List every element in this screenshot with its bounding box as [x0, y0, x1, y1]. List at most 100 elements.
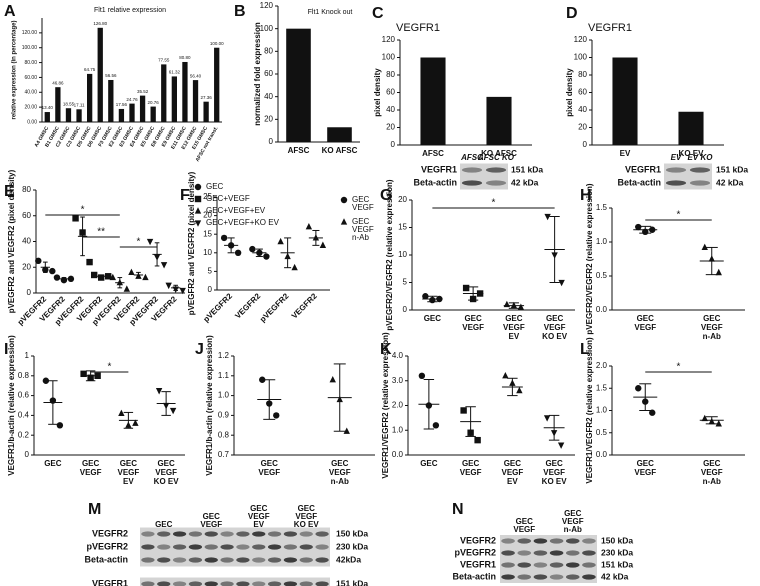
band: [665, 180, 687, 186]
value-label: 17.56: [116, 102, 128, 107]
y-axis-label: VEGFR1/VEGFR2 (relative expression): [585, 337, 594, 484]
panel-letter: L: [580, 341, 590, 358]
blot-strip: [140, 553, 330, 567]
band: [252, 581, 266, 586]
band: [204, 557, 218, 563]
x-tick-label-line: VEGF: [543, 468, 565, 477]
lane-header-line: GEC: [298, 504, 316, 513]
row-label: Beta-actin: [413, 177, 457, 187]
x-tick-label: GEC VEGF EV: [117, 459, 139, 486]
data-point: [118, 409, 125, 417]
x-tick-label-line: VEGF: [462, 323, 484, 332]
panel-letter: C: [372, 5, 384, 22]
size-label: 151 kDa: [336, 578, 368, 586]
chart-title: VEGFR1: [396, 22, 440, 34]
x-tick-label: GEC VEGF EV: [503, 314, 525, 341]
blot-strip: [460, 176, 508, 190]
band: [582, 574, 596, 580]
x-tick-label: GEC: [424, 314, 442, 323]
y-tick-label: 100: [260, 24, 274, 33]
y-tick-label: 20: [203, 211, 212, 220]
y-tick-label: 0: [25, 450, 30, 459]
lane-header-line: GEC: [155, 520, 173, 529]
size-label: 151 kDa: [511, 164, 543, 174]
bar: [118, 108, 125, 122]
y-tick-label: 60: [386, 88, 395, 97]
band: [188, 581, 203, 586]
size-label: 150 kDa: [336, 528, 368, 538]
bar: [678, 111, 704, 145]
y-tick-label: 15: [398, 223, 407, 232]
x-tick-label-line: KO EV: [542, 477, 568, 486]
band: [517, 538, 532, 544]
band: [501, 574, 515, 580]
data-point: [319, 241, 327, 248]
data-point: [516, 386, 523, 394]
significance-label: *: [677, 210, 681, 221]
value-label: 13.40: [42, 105, 54, 110]
panel-letter: D: [566, 5, 578, 22]
value-label: 20.76: [148, 100, 160, 105]
y-tick-label: 0.4: [18, 411, 30, 420]
bar: [420, 57, 446, 145]
band: [461, 180, 483, 186]
significance-label: **: [97, 227, 105, 238]
y-axis-label: pixel density: [373, 68, 382, 117]
band: [220, 557, 234, 563]
blot-strip: [140, 527, 330, 541]
x-tick-label: GEC VEGF n-Ab: [701, 314, 723, 341]
band: [689, 167, 711, 173]
row-label: VEGFR1: [625, 164, 661, 174]
x-tick-label: AFSC: [422, 149, 444, 158]
x-tick-label-line: VEGF: [701, 468, 723, 477]
y-tick-label: 1.5: [596, 383, 608, 392]
data-point: [517, 303, 525, 310]
y-tick-label: 5: [403, 278, 408, 287]
lane-header: GEC VEGF EV: [248, 504, 270, 529]
y-tick-label: 100: [382, 53, 396, 62]
y-tick-label: 1.1: [218, 371, 230, 380]
lane-header: AFSC KO: [477, 153, 515, 162]
lane-header: GEC VEGF: [200, 512, 222, 529]
y-tick-label: 1.0: [218, 391, 230, 400]
size-label: 150 kDa: [601, 535, 633, 545]
data-point: [67, 275, 75, 283]
y-axis-label: relative expression (in percentage): [12, 20, 18, 119]
data-point: [460, 407, 467, 414]
x-tick-label-line: n-Ab: [703, 477, 721, 486]
band: [220, 531, 234, 537]
y-tick-label: 20: [398, 195, 407, 204]
band: [517, 550, 532, 556]
data-point: [123, 285, 131, 292]
size-label: 151 kDa: [601, 559, 633, 569]
y-tick-label: 0.9: [218, 411, 230, 420]
lane-header: GEC VEGF n-Ab: [562, 509, 584, 534]
band: [188, 531, 203, 537]
y-tick-label: 40: [578, 105, 587, 114]
bar: [76, 109, 82, 122]
band: [172, 531, 187, 537]
y-tick-label: 15: [203, 229, 212, 238]
y-tick-label: 60.00: [24, 75, 37, 81]
blot-strip: [500, 571, 597, 583]
y-tick-label: 20.00: [24, 104, 37, 110]
y-tick-label: 100: [574, 53, 588, 62]
x-tick-label: GEC VEGF EV: [501, 459, 523, 486]
x-tick-label-line: EV: [509, 332, 520, 341]
y-tick-label: 0.00: [27, 119, 37, 125]
band: [501, 550, 515, 556]
significance-label: *: [81, 205, 85, 216]
value-label: 56.56: [105, 73, 117, 78]
row-label: VEGFR2: [460, 535, 496, 545]
band: [299, 581, 313, 586]
lane-header: GEC VEGF: [513, 517, 535, 534]
value-label: 24.76: [126, 97, 138, 102]
bar: [214, 47, 220, 122]
data-point: [263, 253, 270, 260]
chart-title: Flt1 Knock out: [308, 9, 353, 16]
x-tick-label-line: VEGF: [155, 468, 177, 477]
value-label: 64.75: [84, 67, 96, 72]
row-label: VEGFR1: [92, 578, 128, 586]
bar: [97, 27, 103, 123]
band: [315, 544, 329, 550]
